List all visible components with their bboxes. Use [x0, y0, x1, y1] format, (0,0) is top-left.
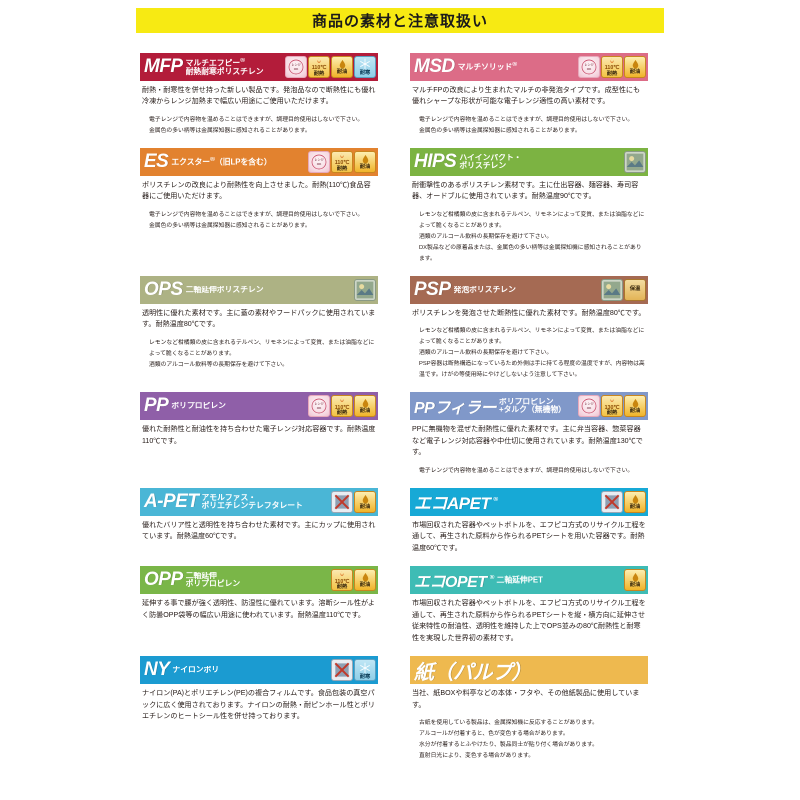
svg-text:OK: OK: [587, 67, 592, 71]
svg-text:OK: OK: [587, 406, 592, 410]
svg-text:レンジ: レンジ: [291, 62, 300, 66]
svg-text:レンジ: レンジ: [584, 62, 593, 66]
svg-text:OK: OK: [317, 162, 322, 166]
svg-text:レンジ: レンジ: [584, 402, 593, 406]
svg-text:OK: OK: [294, 67, 299, 71]
svg-text:レンジ: レンジ: [314, 157, 323, 161]
svg-text:レンジ: レンジ: [314, 402, 323, 406]
svg-text:OK: OK: [317, 406, 322, 410]
